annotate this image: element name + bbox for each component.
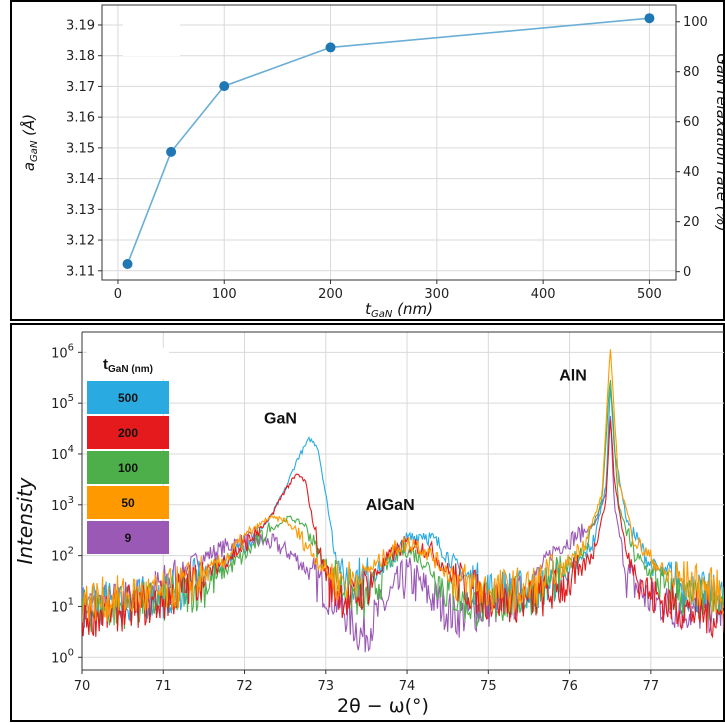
x-tick-label: 500: [637, 287, 662, 302]
x-tick-label: 73: [318, 679, 335, 694]
x-tick-label: 75: [480, 679, 497, 694]
x-tick-label: 400: [531, 287, 556, 302]
data-point: [325, 42, 336, 53]
plot-frame: [101, 4, 677, 281]
y-tick-label: 101: [51, 596, 74, 615]
legend-swatch: [87, 486, 169, 519]
panel-border: [10, 0, 725, 321]
y-tick-label: 104: [51, 444, 74, 463]
series-line: [126, 17, 650, 265]
legend-entry-label: 500: [118, 391, 138, 405]
x-tick-label: 72: [236, 679, 253, 694]
y-tick-label: 3.14: [66, 172, 95, 187]
series-line-50: [82, 349, 724, 623]
y-tick-label: 3.17: [66, 80, 95, 95]
y-tick-label: 3.13: [66, 203, 95, 218]
x-tick-label: 74: [399, 679, 416, 694]
y-tick-label: 3.19: [66, 18, 95, 33]
y-tick-label: 3.12: [66, 234, 95, 249]
y2-tick-label: 0: [683, 265, 691, 280]
y-tick-label: 3.11: [66, 264, 95, 279]
legend-entry-label: 9: [125, 531, 132, 545]
peak-label: AlN: [559, 367, 587, 384]
y2-tick-label: 60: [683, 115, 700, 130]
legend-header: [87, 348, 169, 379]
xrd-intensity-chart: 70 71 72 73 74 75 76 77 100 101 102 103 104 105 106 GaN…: [10, 323, 725, 722]
x-tick-label: 100: [212, 287, 237, 302]
legend-swatch: [87, 381, 169, 414]
y-axis-label: aGaN (Å): [19, 114, 40, 171]
peak-label: AlGaN: [366, 497, 415, 514]
y2-tick-label: 40: [683, 165, 700, 180]
y2-axis-label: GaN relaxation rate (%): [713, 53, 725, 231]
y-tick-label: 102: [51, 546, 74, 565]
y-tick-label: 103: [51, 495, 74, 514]
x-tick-label: 200: [318, 287, 343, 302]
panel-border: [10, 323, 725, 722]
series-line-9: [82, 415, 724, 653]
legend-swatch: [87, 416, 169, 449]
y2-tick-label: 20: [683, 215, 700, 230]
y-tick-label: 106: [51, 342, 74, 361]
x-tick-label: 77: [643, 679, 660, 694]
data-point: [166, 146, 177, 157]
data-point: [219, 81, 230, 92]
legend-entry-label: 50: [121, 496, 135, 510]
x-axis-label: 2θ − ω(°): [337, 695, 429, 717]
y-tick-label: 3.16: [66, 111, 95, 126]
y-tick-label: 105: [51, 393, 74, 412]
x-tick-label: 300: [424, 287, 449, 302]
y-tick-label: 3.15: [66, 141, 95, 156]
x-tick-label: 0: [114, 287, 122, 302]
x-tick-label: 71: [155, 679, 172, 694]
x-tick-label: 70: [74, 679, 91, 694]
lattice-parameter-chart: 0 100 200 300 400 5003.113.123.133.143.153.16…: [10, 0, 725, 321]
x-tick-label: 76: [561, 679, 578, 694]
peak-label: GaN: [264, 410, 297, 427]
y2-tick-label: 100: [683, 15, 708, 30]
legend-entry-label: 100: [118, 461, 138, 475]
legend-entry-label: 200: [118, 426, 138, 440]
legend-swatch: [87, 521, 169, 554]
data-point: [122, 259, 133, 270]
legend-swatch: [87, 451, 169, 484]
x-axis-label: tGaN (nm): [365, 300, 433, 320]
y-tick-label: 100: [51, 647, 74, 666]
y2-tick-label: 80: [683, 65, 700, 80]
data-point: [644, 13, 655, 24]
y-tick-label: 3.18: [66, 49, 95, 64]
y-axis-label: Intensity: [13, 476, 37, 564]
legend-box: [123, 22, 180, 56]
